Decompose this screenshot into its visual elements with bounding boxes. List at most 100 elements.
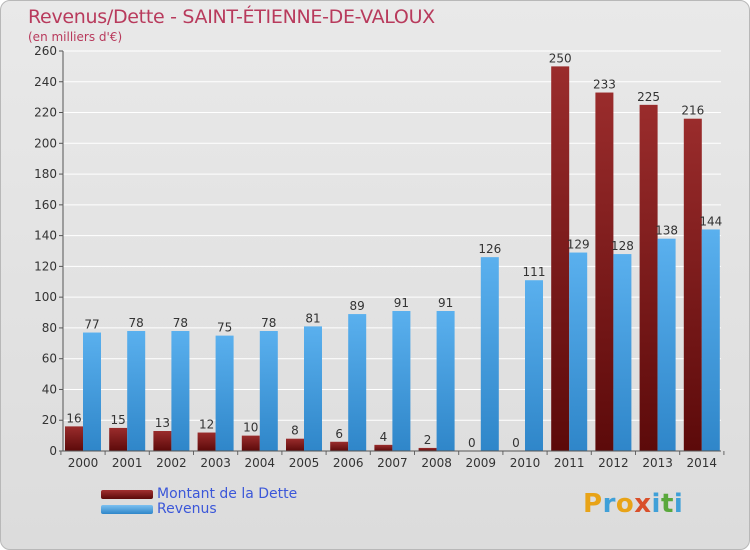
y-tick-label: 180	[34, 167, 57, 181]
data-label-dette: 15	[111, 413, 126, 427]
y-tick-label: 140	[34, 229, 57, 243]
data-label-dette: 8	[291, 424, 299, 438]
bar-dette	[65, 426, 83, 451]
data-label-revenus: 126	[478, 242, 501, 256]
bar-revenus	[171, 331, 190, 451]
bars	[65, 66, 720, 452]
x-tick-label: 2008	[421, 456, 452, 470]
x-tick-label: 2004	[245, 456, 276, 470]
y-tick-label: 160	[34, 198, 57, 212]
data-label-dette: 250	[549, 51, 572, 65]
bar-revenus	[215, 335, 234, 451]
legend-item-revenus: Revenus	[101, 502, 297, 517]
data-label-revenus: 138	[655, 224, 678, 238]
logo-letter: i	[651, 489, 661, 519]
bar-revenus	[348, 314, 367, 451]
bar-dette	[197, 432, 216, 451]
bar-revenus	[127, 331, 146, 451]
x-tick-label: 2010	[510, 456, 541, 470]
legend-swatch-dette	[101, 490, 153, 499]
bar-dette	[109, 427, 128, 451]
data-label-dette: 0	[468, 436, 476, 450]
y-tick-label: 240	[34, 75, 57, 89]
logo-letter: o	[615, 489, 635, 519]
y-tick-label: 100	[34, 290, 57, 304]
bar-dette	[153, 431, 172, 451]
legend-item-dette: Montant de la Dette	[101, 487, 297, 502]
logo-letter: x	[634, 489, 652, 519]
bar-revenus	[569, 252, 588, 451]
bar-revenus	[525, 280, 543, 451]
data-label-revenus: 91	[438, 296, 453, 310]
data-label-dette: 225	[637, 90, 660, 104]
data-label-revenus: 77	[84, 318, 99, 332]
data-label-revenus: 111	[523, 265, 546, 279]
x-tick-label: 2011	[554, 456, 585, 470]
data-label-revenus: 129	[567, 238, 590, 252]
y-tick-label: 80	[42, 321, 57, 335]
y-tick-label: 20	[42, 413, 57, 427]
bar-revenus	[657, 238, 676, 451]
data-label-revenus: 78	[129, 316, 144, 330]
y-tick-label: 40	[42, 382, 57, 396]
data-label-dette: 10	[243, 421, 258, 435]
data-label-revenus: 75	[217, 321, 232, 335]
bar-revenus	[304, 326, 322, 451]
legend-swatch-revenus	[101, 505, 153, 514]
legend-label-dette: Montant de la Dette	[157, 486, 298, 502]
data-label-revenus: 78	[261, 316, 276, 330]
data-label-dette: 2	[424, 433, 432, 447]
bar-dette	[241, 435, 260, 451]
data-label-dette: 233	[593, 78, 616, 92]
x-tick-label: 2009	[466, 456, 497, 470]
bar-dette	[418, 447, 437, 451]
data-label-revenus: 91	[394, 296, 409, 310]
bar-dette	[374, 444, 393, 451]
legend-label-revenus: Revenus	[157, 501, 217, 517]
data-label-revenus: 144	[699, 214, 722, 228]
data-labels: 16 77 15 78 13 78 12 75 10 78 8 81 6 89 4 91 2 91 0 126 0 111…	[66, 51, 722, 450]
y-tick-label: 0	[49, 444, 57, 458]
x-tick-label: 2005	[289, 456, 320, 470]
data-label-dette: 13	[155, 416, 170, 430]
y-tick-label: 220	[34, 106, 57, 120]
y-tick-label: 260	[34, 44, 57, 58]
y-tick-label: 60	[42, 352, 57, 366]
data-label-dette: 6	[335, 427, 343, 441]
bar-dette	[683, 118, 702, 451]
data-label-revenus: 78	[173, 316, 188, 330]
axes: 0204060801001201401601802002202402602000…	[34, 44, 725, 470]
logo-letter: r	[602, 489, 616, 519]
logo-letter: P	[583, 489, 603, 519]
bar-revenus	[83, 332, 101, 451]
bar-dette	[595, 92, 614, 452]
x-tick-label: 2002	[156, 456, 187, 470]
bar-revenus	[259, 331, 278, 451]
y-tick-label: 120	[34, 259, 57, 273]
x-tick-label: 2001	[112, 456, 143, 470]
x-tick-label: 2007	[377, 456, 408, 470]
data-label-dette: 4	[380, 430, 388, 444]
legend: Montant de la Dette Revenus	[101, 487, 297, 517]
chart-subtitle: (en milliers d'€)	[28, 30, 123, 44]
bar-revenus	[613, 254, 632, 451]
chart-title: Revenus/Dette - SAINT-ÉTIENNE-DE-VALOUX	[28, 6, 435, 28]
x-tick-label: 2003	[200, 456, 231, 470]
data-label-dette: 16	[66, 411, 81, 425]
data-label-dette: 0	[512, 436, 520, 450]
x-tick-label: 2014	[687, 456, 718, 470]
bar-revenus	[392, 311, 411, 451]
data-label-dette: 12	[199, 418, 214, 432]
logo-letter: i	[673, 489, 684, 519]
data-label-dette: 216	[681, 104, 704, 118]
bar-dette	[286, 438, 304, 451]
proxiti-logo: Proxiti	[583, 489, 683, 519]
x-tick-label: 2013	[642, 456, 673, 470]
bar-dette	[639, 104, 658, 451]
bar-dette	[551, 66, 570, 451]
bar-revenus	[436, 311, 455, 451]
y-tick-label: 200	[34, 136, 57, 150]
bar-dette	[330, 441, 349, 451]
